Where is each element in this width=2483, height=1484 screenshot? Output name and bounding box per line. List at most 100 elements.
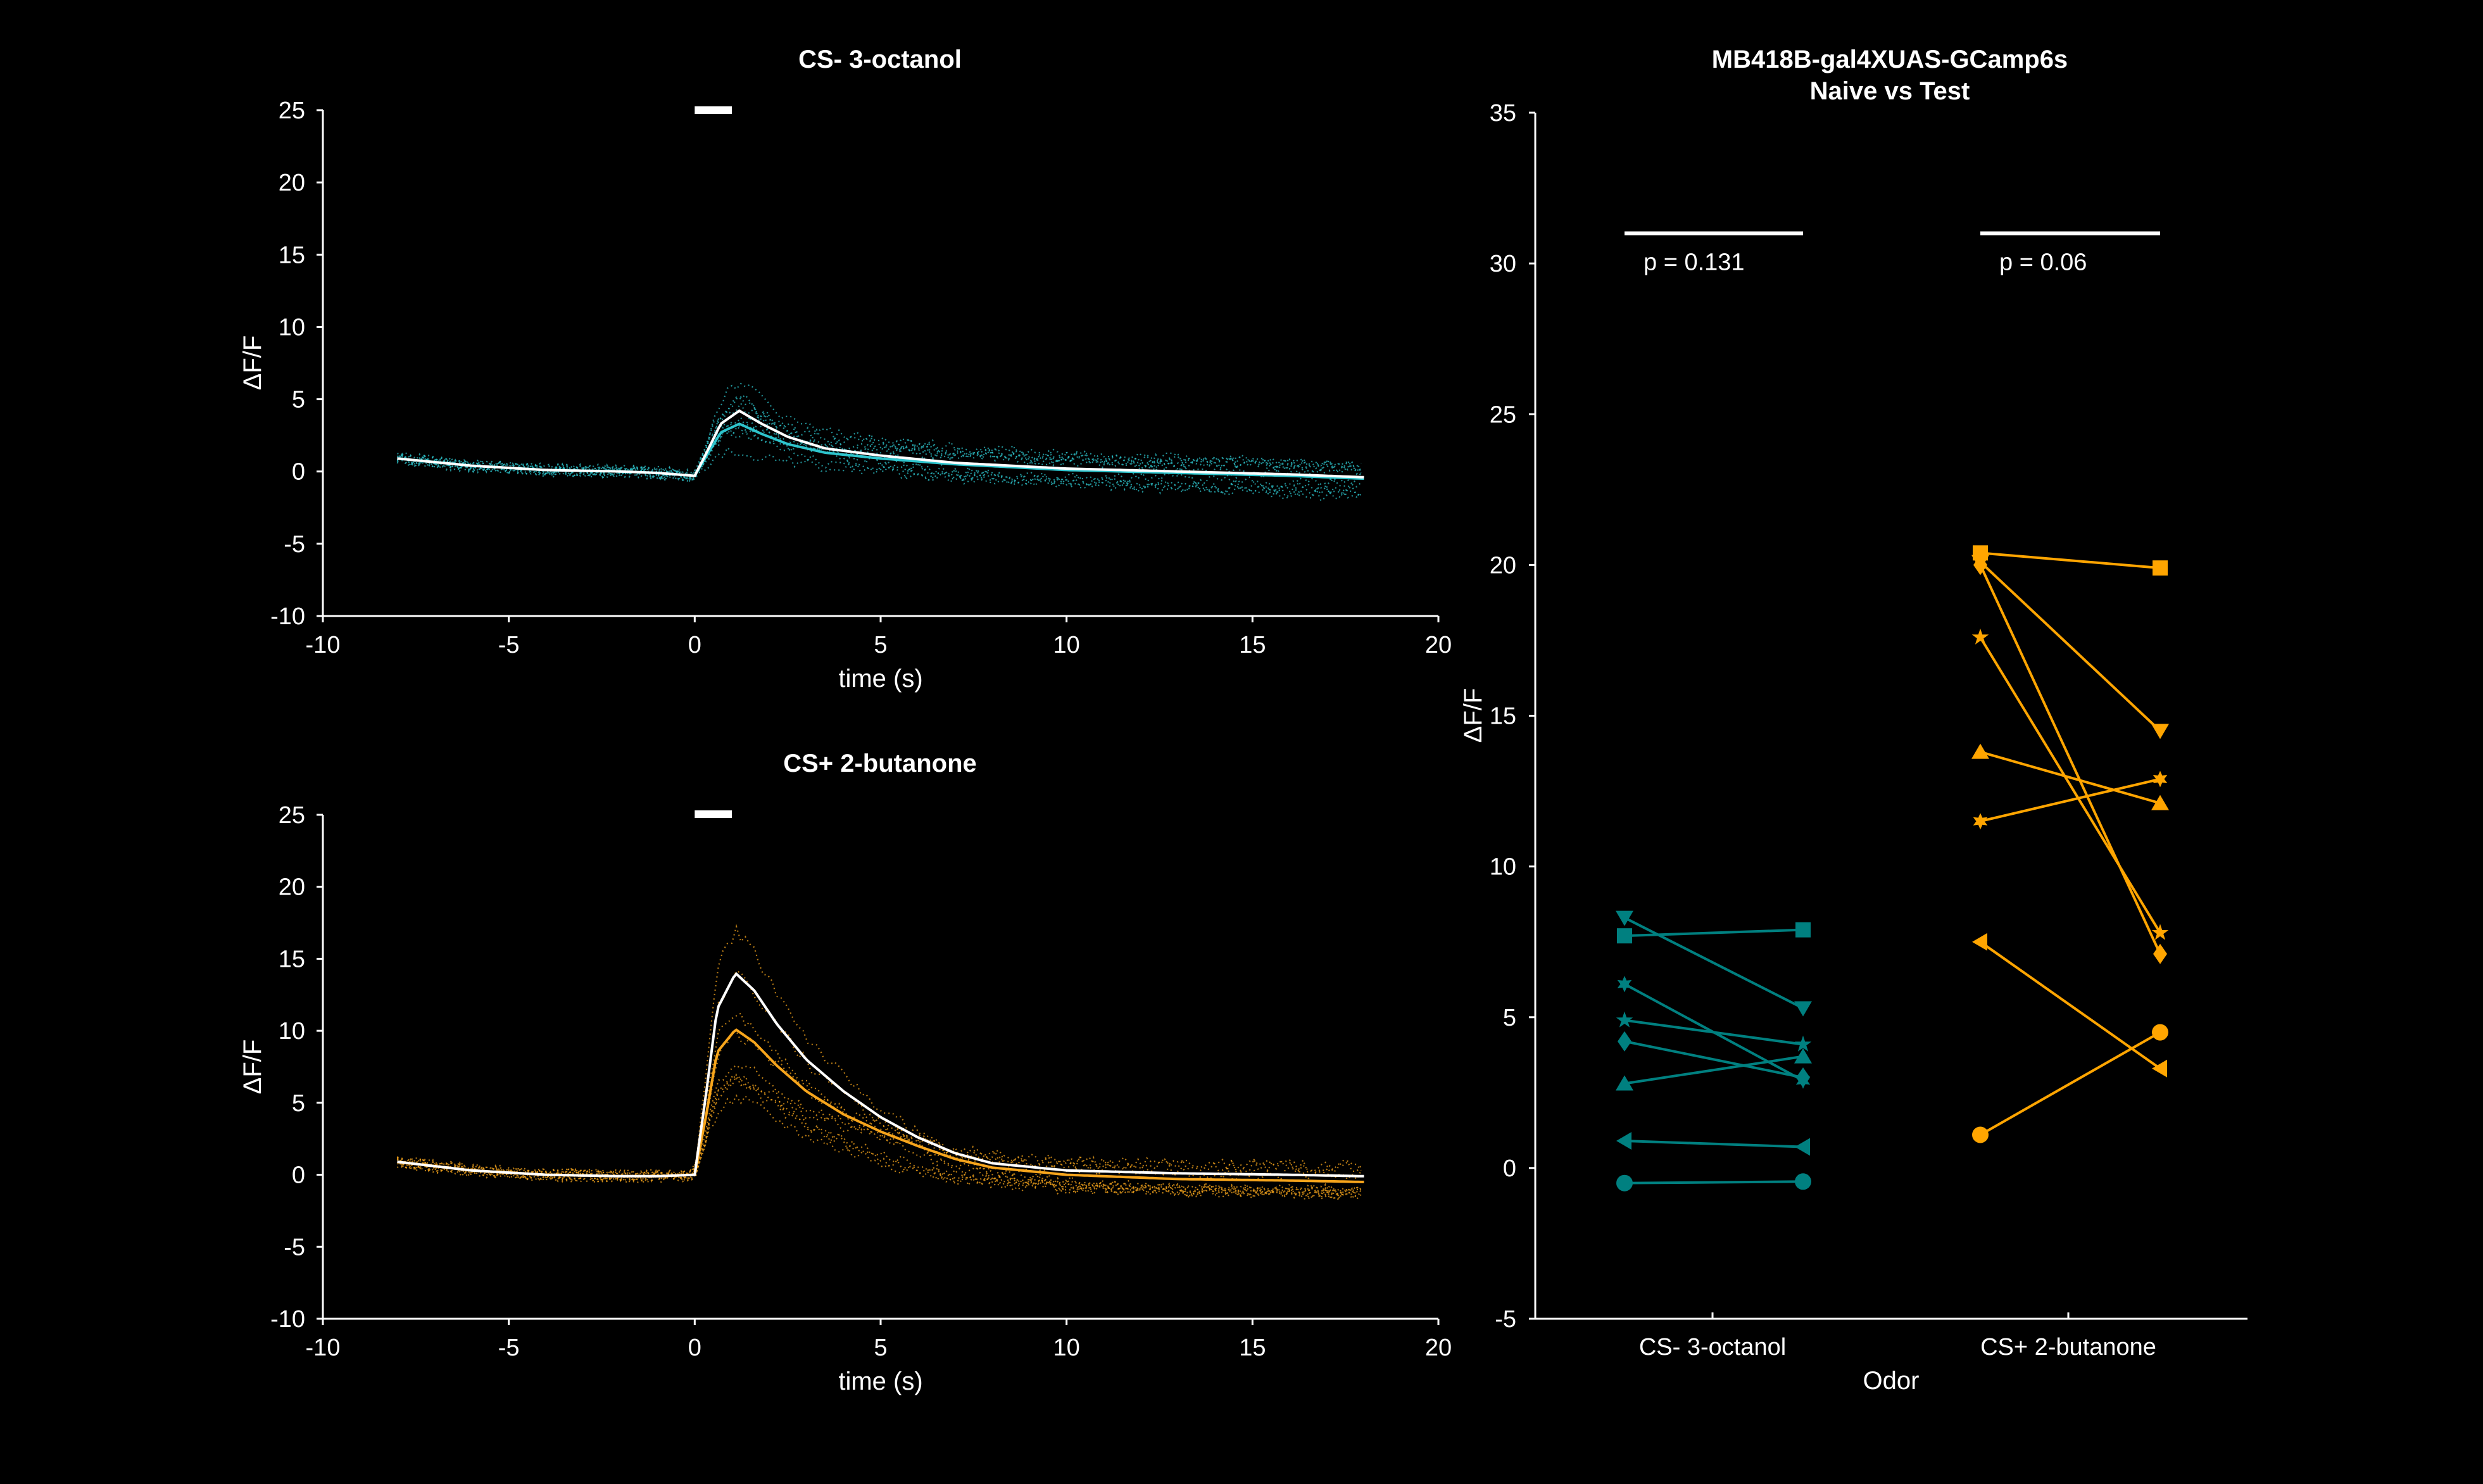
marker-triangle-down	[1794, 1001, 1812, 1017]
x-tick-label: -10	[306, 1335, 341, 1361]
y-tick-label: 20	[1490, 552, 1516, 579]
marker-circle	[2152, 1024, 2168, 1041]
marker-triangle-left	[1616, 1132, 1631, 1150]
y-tick-label: 5	[292, 387, 305, 413]
individual-trace	[397, 394, 1362, 499]
x-tick-label: 15	[1239, 1335, 1266, 1361]
panel3-title: MB418B-gal4XUAS-GCamp6s	[1712, 46, 2068, 73]
panel-cs-minus-timecourse: CS- 3-octanol -10 -5 0 5 10 15 20 25 -10 -5 0 5 10 1…	[239, 46, 1452, 693]
individual-trace	[396, 924, 1361, 1201]
panel2-mean-lines	[397, 972, 1364, 1183]
marker-triangle-up	[1616, 1075, 1633, 1091]
y-tick-label: 15	[279, 242, 305, 268]
individual-trace	[397, 1074, 1362, 1183]
y-tick-label: -10	[270, 603, 305, 630]
panel2-individual-traces	[396, 924, 1362, 1201]
x-tick-label: 5	[874, 632, 887, 658]
marker-triangle-down	[1616, 910, 1633, 926]
marker-circle	[1795, 1173, 1811, 1190]
marker-hexagram	[1973, 813, 1988, 830]
y-tick-label: 25	[279, 802, 305, 829]
pair-line	[1979, 564, 2161, 955]
panel2-y-ticks: -10 -5 0 5 10 15 20 25	[270, 802, 323, 1333]
panel-cs-plus-timecourse: CS+ 2-butanone -10 -5 0 5 10 15 20 25 -10 -5 0 5 10…	[239, 750, 1452, 1395]
x-tick-label: CS- 3-octanol	[1639, 1334, 1786, 1361]
panel2-x-label: time (s)	[838, 1368, 922, 1395]
marker-circle	[1616, 1174, 1633, 1192]
marker-triangle-left	[1795, 1138, 1810, 1156]
mean-trace-white	[397, 972, 1364, 1178]
x-tick-label: 5	[874, 1335, 887, 1361]
panel3-paired-points	[1616, 545, 2169, 1192]
y-tick-label: 15	[279, 946, 305, 972]
x-tick-label: 20	[1425, 1335, 1452, 1361]
individual-trace	[396, 1094, 1362, 1198]
marker-diamond	[2153, 943, 2167, 964]
panel-naive-vs-test: MB418B-gal4XUAS-GCamp6s Naive vs Test -5…	[1459, 46, 2247, 1395]
y-tick-label: 10	[279, 1018, 305, 1045]
marker-square	[2153, 560, 2168, 576]
y-tick-label: -10	[270, 1306, 305, 1333]
p-value-label: p = 0.131	[1644, 249, 1745, 276]
y-tick-label: 5	[292, 1090, 305, 1117]
x-tick-label: 0	[688, 632, 701, 658]
y-tick-label: 0	[292, 459, 305, 486]
pair-line	[1624, 1019, 1804, 1046]
x-tick-label: -5	[498, 1335, 520, 1361]
individual-trace	[396, 1012, 1362, 1200]
individual-trace	[397, 382, 1362, 485]
x-tick-label: -5	[498, 632, 520, 658]
mean-trace-colored	[397, 1028, 1364, 1183]
y-tick-label: -5	[284, 1234, 305, 1261]
pair-line	[1624, 916, 1804, 1010]
panel1-x-ticks: -10 -5 0 5 10 15 20	[306, 616, 1452, 658]
marker-diamond	[1618, 1031, 1631, 1052]
x-tick-label: 20	[1425, 632, 1452, 658]
y-tick-label: 25	[1490, 401, 1516, 428]
marker-pentagram	[1616, 1011, 1633, 1028]
individual-trace	[397, 1074, 1362, 1197]
y-tick-label: 5	[1503, 1005, 1516, 1031]
pair-line	[1979, 561, 2161, 732]
marker-triangle-down	[1971, 555, 1989, 570]
individual-trace	[397, 446, 1362, 489]
marker-triangle-up	[1971, 743, 1989, 759]
panel1-x-label: time (s)	[838, 665, 922, 693]
x-tick-label: -10	[306, 632, 341, 658]
pair-line	[1980, 551, 2161, 570]
y-tick-label: 0	[292, 1162, 305, 1189]
marker-triangle-down	[2151, 724, 2169, 739]
y-tick-label: 0	[1503, 1155, 1516, 1182]
marker-circle	[1972, 1126, 1989, 1143]
individual-trace	[397, 1064, 1362, 1184]
panel3-y-ticks: -5 0 5 10 15 20 25 30 35	[1490, 100, 1535, 1333]
x-tick-label: 15	[1239, 632, 1266, 658]
individual-trace	[396, 396, 1362, 502]
y-tick-label: 20	[279, 874, 305, 901]
individual-trace	[396, 1030, 1362, 1183]
y-tick-label: 30	[1490, 251, 1516, 277]
pair-line	[1980, 750, 2161, 805]
y-tick-label: -5	[284, 531, 305, 558]
panel1-mean-lines	[397, 409, 1364, 481]
individual-trace	[396, 423, 1362, 481]
pair-line	[1624, 1140, 1804, 1148]
y-tick-label: 20	[279, 170, 305, 196]
p-value-label: p = 0.06	[1999, 249, 2087, 276]
x-tick-label: 10	[1053, 632, 1080, 658]
panel1-title: CS- 3-octanol	[798, 46, 962, 73]
pair-line	[1980, 777, 2161, 823]
panel3-x-label: Odor	[1863, 1367, 1920, 1395]
panel3-subtitle: Naive vs Test	[1810, 77, 1970, 105]
pair-line	[1979, 941, 2161, 1070]
y-tick-label: 10	[1490, 854, 1516, 881]
marker-square	[1617, 928, 1632, 944]
x-tick-label: CS+ 2-butanone	[1980, 1334, 2156, 1361]
marker-triangle-left	[2152, 1059, 2167, 1078]
marker-pentagram	[1971, 628, 1989, 645]
x-tick-label: 10	[1053, 1335, 1080, 1361]
panel3-y-label: ΔF/F	[1459, 688, 1487, 743]
individual-trace	[396, 970, 1362, 1201]
marker-triangle-up	[2151, 795, 2169, 810]
